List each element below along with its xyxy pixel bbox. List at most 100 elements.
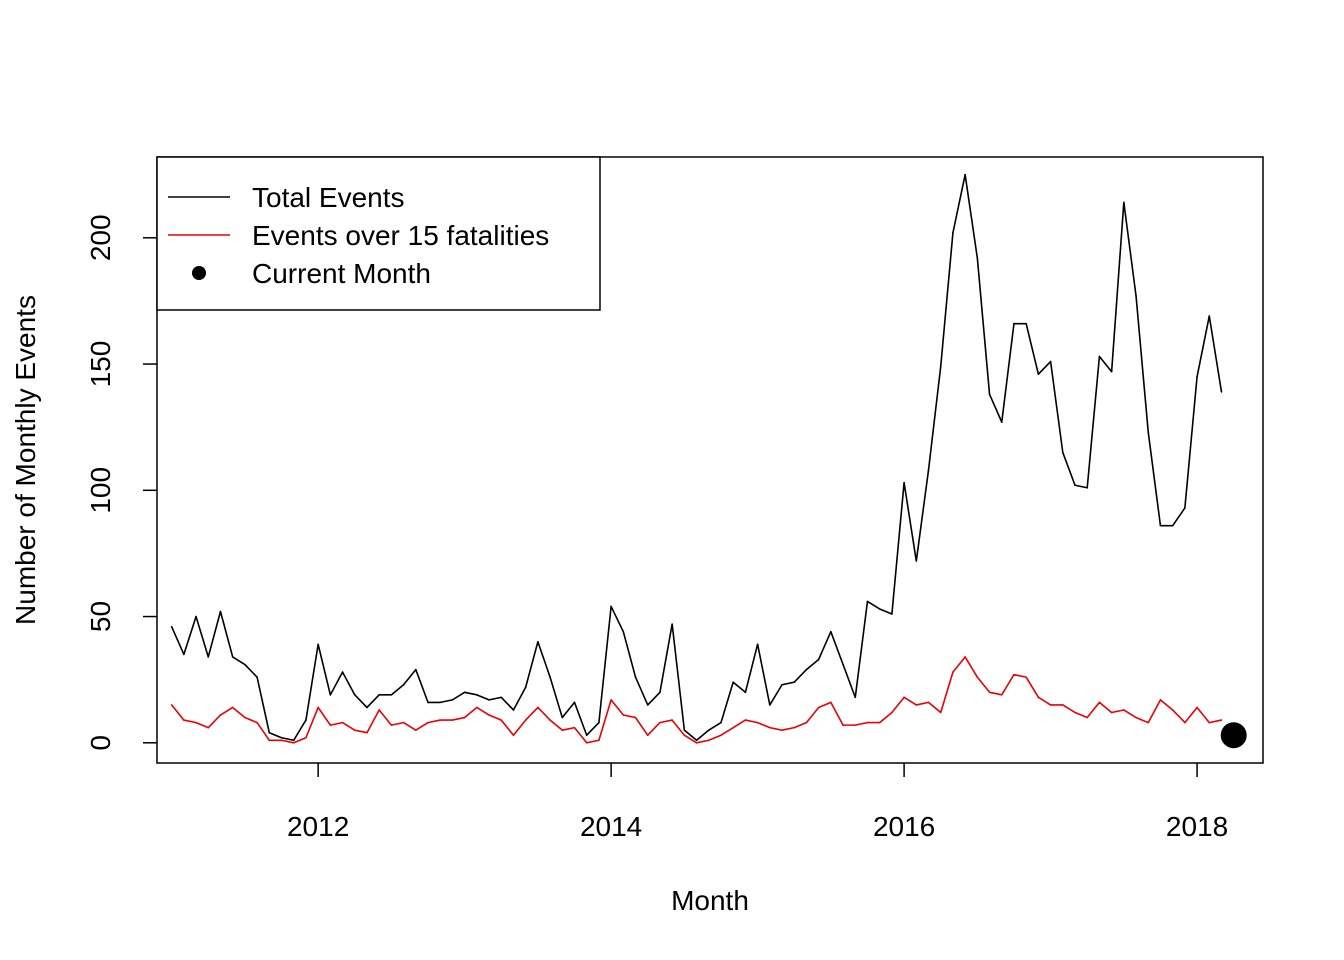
series-1-point-16 [366, 732, 368, 734]
series-1-point-73 [1062, 704, 1064, 706]
y-tick-label-200: 200 [85, 214, 116, 261]
series-1-point-23 [452, 719, 454, 721]
series-1-point-79 [1135, 717, 1137, 719]
legend: Total Events Events over 15 fatalities C… [157, 157, 600, 310]
series-1-point-12 [317, 707, 319, 709]
series-0-point-12 [317, 644, 319, 646]
series-1-point-72 [1050, 704, 1052, 706]
series-0-point-71 [1038, 373, 1040, 375]
series-0-point-41 [671, 623, 673, 625]
series-0-point-64 [952, 232, 954, 234]
series-0-point-49 [769, 704, 771, 706]
series-1-point-60 [903, 697, 905, 699]
series-1-point-32 [561, 729, 563, 731]
series-1-point-8 [269, 739, 271, 741]
series-0-point-22 [439, 702, 441, 704]
series-1-point-81 [1160, 699, 1162, 701]
x-tick-label-2012: 2012 [287, 811, 349, 842]
series-1-point-66 [977, 676, 979, 678]
series-1-point-69 [1013, 674, 1015, 676]
series-0-point-86 [1221, 391, 1223, 393]
series-0-point-52 [806, 669, 808, 671]
series-1-point-54 [830, 702, 832, 704]
x-axis-title: Month [671, 885, 749, 916]
series-1-point-21 [427, 722, 429, 724]
y-axis-title: Number of Monthly Events [10, 295, 41, 625]
x-tick-label-2018: 2018 [1166, 811, 1228, 842]
series-0-point-8 [269, 732, 271, 734]
x-tick-label-2016: 2016 [873, 811, 935, 842]
series-1-point-5 [232, 707, 234, 709]
series-1-point-34 [586, 742, 588, 744]
series-0-point-76 [1099, 356, 1101, 358]
series-0-point-45 [720, 722, 722, 724]
current-month-point [1221, 722, 1247, 748]
series-1-point-1 [183, 719, 185, 721]
series-0-point-29 [525, 686, 527, 688]
series-0-point-16 [366, 707, 368, 709]
series-1-point-28 [513, 734, 515, 736]
series-0-point-81 [1160, 525, 1162, 527]
series-0-point-43 [696, 739, 698, 741]
series-1-point-37 [623, 714, 625, 716]
series-1-point-33 [574, 727, 576, 729]
series-1-point-25 [476, 707, 478, 709]
y-axis: 050100150200 [85, 214, 157, 750]
series-1-point-20 [415, 729, 417, 731]
series-0-point-46 [732, 681, 734, 683]
series-0-point-19 [403, 684, 405, 686]
series-1-point-11 [305, 737, 307, 739]
series-1-point-10 [293, 742, 295, 744]
series-0-point-50 [781, 684, 783, 686]
series-1-point-49 [769, 727, 771, 729]
series-0-point-51 [793, 681, 795, 683]
series-0-point-23 [452, 699, 454, 701]
series-0-point-73 [1062, 452, 1064, 454]
series-0-point-59 [891, 613, 893, 615]
series-1-point-18 [391, 724, 393, 726]
series-1-point-24 [464, 717, 466, 719]
series-1-point-74 [1074, 712, 1076, 714]
series-1-point-56 [854, 724, 856, 726]
series-0-point-3 [207, 656, 209, 658]
series-0-point-30 [537, 641, 539, 643]
series-1-point-48 [757, 722, 759, 724]
series-1-point-82 [1172, 709, 1174, 711]
series-1-point-65 [964, 656, 966, 658]
series-0-point-7 [256, 676, 258, 678]
series-1-point-63 [940, 712, 942, 714]
series-0-point-67 [989, 394, 991, 396]
series-0-point-13 [330, 694, 332, 696]
series-0-point-70 [1025, 323, 1027, 325]
series-0-point-68 [1001, 421, 1003, 423]
series-1-point-85 [1208, 722, 1210, 724]
series-1-point-61 [916, 704, 918, 706]
series-0-point-47 [745, 692, 747, 694]
y-tick-label-150: 150 [85, 341, 116, 388]
series-0-point-9 [281, 737, 283, 739]
series-1-point-42 [684, 734, 686, 736]
series-1-point-30 [537, 707, 539, 709]
series-0-point-66 [977, 257, 979, 259]
series-0-point-37 [623, 631, 625, 633]
series-1-point-44 [708, 739, 710, 741]
series-0-point-57 [867, 601, 869, 603]
series-0-point-61 [916, 560, 918, 562]
series-0-point-34 [586, 734, 588, 736]
series-0-point-84 [1196, 376, 1198, 378]
series-0-point-83 [1184, 507, 1186, 509]
series-1-point-53 [818, 707, 820, 709]
series-0-point-25 [476, 694, 478, 696]
series-1-point-45 [720, 734, 722, 736]
series-1-point-0 [171, 704, 173, 706]
series-1-point-4 [220, 714, 222, 716]
series-1-point-83 [1184, 722, 1186, 724]
series-0-point-56 [854, 697, 856, 699]
series-0-point-72 [1050, 361, 1052, 363]
series-1-point-29 [525, 719, 527, 721]
series-0-point-60 [903, 482, 905, 484]
series-1-point-47 [745, 719, 747, 721]
series-1-point-40 [659, 722, 661, 724]
series-0-point-82 [1172, 525, 1174, 527]
